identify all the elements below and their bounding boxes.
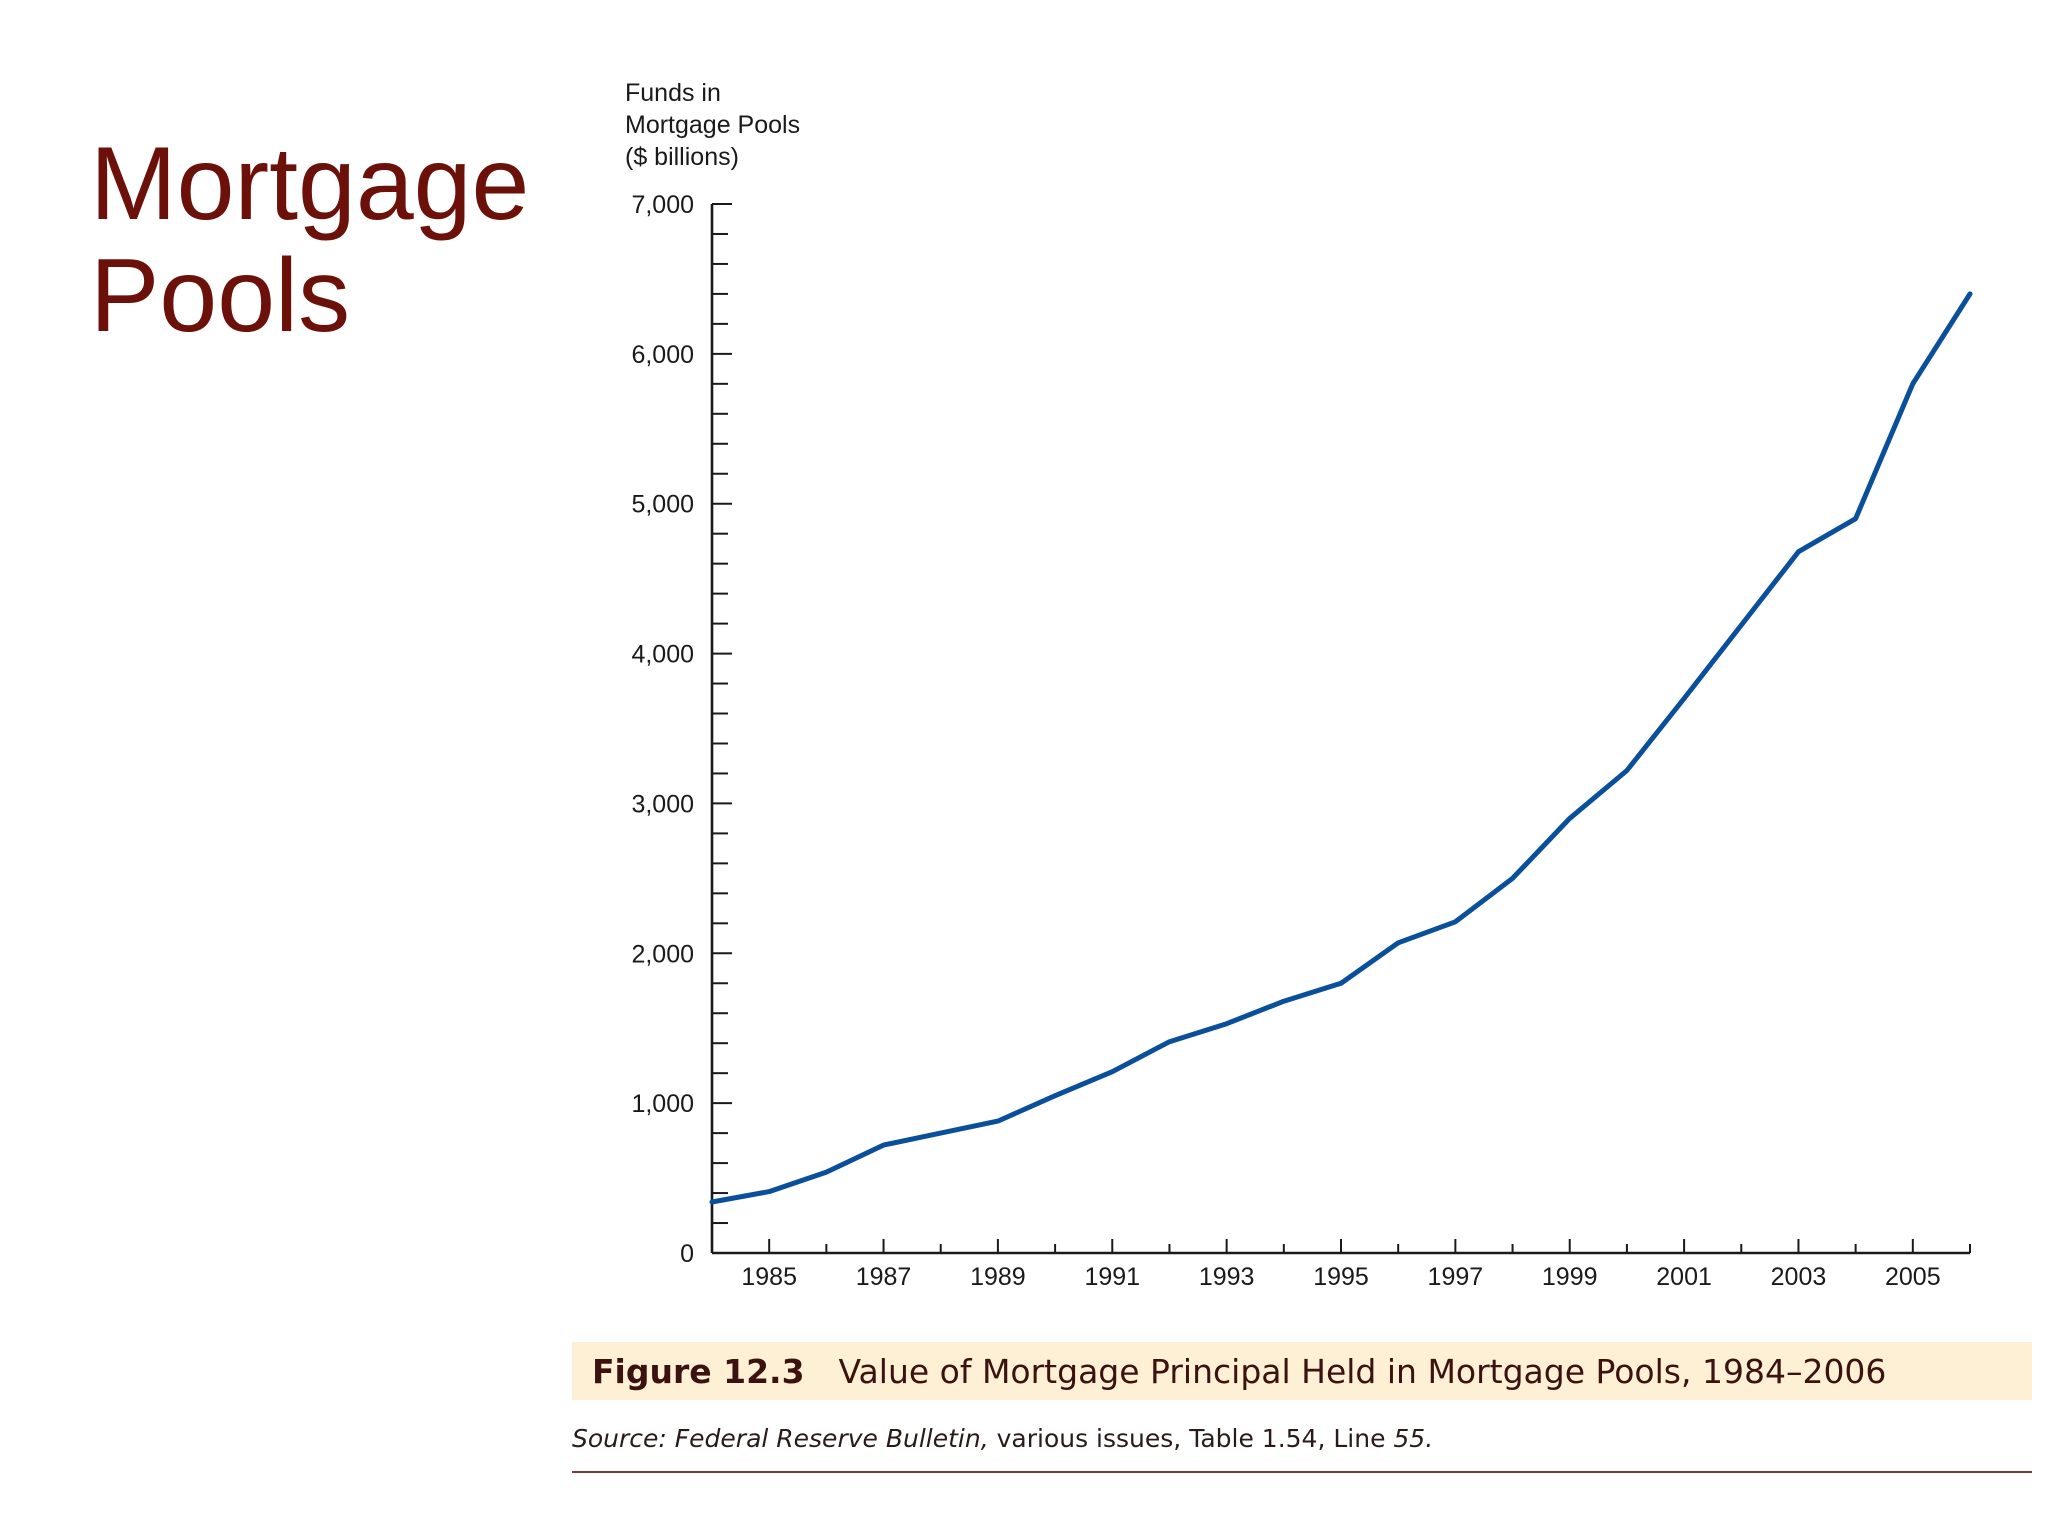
series-line bbox=[709, 291, 1973, 1205]
x-tick-label: 1999 bbox=[1542, 1263, 1598, 1291]
y-axis-label: Funds in Mortgage Pools ($ billions) bbox=[625, 79, 800, 171]
y-axis-label-line-3: ($ billions) bbox=[625, 143, 739, 171]
x-tick-label: 1993 bbox=[1199, 1263, 1255, 1291]
mortgage-pools-line-chart: Funds in Mortgage Pools ($ billions) 0 1,00… bbox=[625, 79, 1973, 1291]
x-tick-label: 1991 bbox=[1084, 1263, 1140, 1291]
y-tick-label: 7,000 bbox=[631, 191, 694, 219]
series-group bbox=[709, 291, 1973, 1205]
slide-title: Mortgage Pools bbox=[90, 128, 529, 352]
y-tick-label: 3,000 bbox=[631, 790, 694, 818]
source-detail: various issues, Table 1.54, Line bbox=[988, 1424, 1394, 1453]
y-tick-label: 1,000 bbox=[631, 1090, 694, 1118]
x-tick-label: 2003 bbox=[1771, 1263, 1827, 1291]
y-tick-label: 5,000 bbox=[631, 491, 694, 519]
source-line-number: 55. bbox=[1393, 1424, 1434, 1453]
y-tick-label: 4,000 bbox=[631, 641, 694, 669]
source-note: Source: Federal Reserve Bulletin, variou… bbox=[572, 1424, 1433, 1453]
x-axis-ticks: 1985 1987 1989 1991 1993 1995 1997 1999 2001 2003… bbox=[741, 1239, 1971, 1291]
x-tick-label: 2001 bbox=[1656, 1263, 1712, 1291]
y-axis-label-line-1: Funds in bbox=[625, 79, 721, 107]
y-tick-label: 2,000 bbox=[631, 940, 694, 968]
x-tick-label: 1987 bbox=[856, 1263, 912, 1291]
figure-caption-bar: Figure 12.3 Value of Mortgage Principal … bbox=[572, 1342, 2032, 1400]
bottom-divider bbox=[572, 1471, 2032, 1473]
x-tick-label: 1995 bbox=[1313, 1263, 1369, 1291]
slide-title-line-2: Pools bbox=[90, 238, 351, 354]
x-tick-label: 2005 bbox=[1885, 1263, 1941, 1291]
source-prefix: Source: Federal Reserve Bulletin, bbox=[572, 1424, 989, 1453]
axes bbox=[710, 204, 1970, 1255]
x-tick-label: 1989 bbox=[970, 1263, 1026, 1291]
y-axis-label-line-2: Mortgage Pools bbox=[625, 111, 800, 139]
y-tick-label: 0 bbox=[680, 1240, 694, 1268]
y-axis-ticks: 0 1,000 2,000 3,000 4,000 5,000 6,000 7,000 bbox=[631, 191, 732, 1268]
y-tick-label: 6,000 bbox=[631, 341, 694, 369]
x-tick-label: 1997 bbox=[1428, 1263, 1484, 1291]
x-tick-label: 1985 bbox=[741, 1263, 797, 1291]
figure-label: Figure 12.3 bbox=[592, 1351, 805, 1391]
slide-title-line-1: Mortgage bbox=[90, 126, 530, 242]
figure-caption: Value of Mortgage Principal Held in Mort… bbox=[838, 1351, 1887, 1391]
